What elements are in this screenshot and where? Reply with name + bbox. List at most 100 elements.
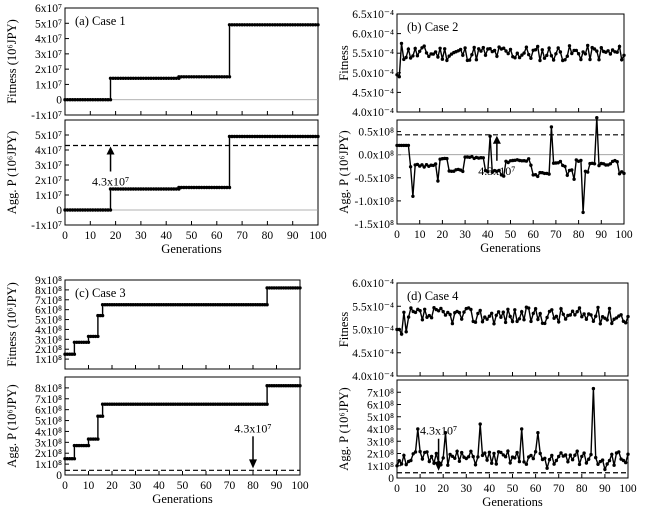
case2-top-point: [542, 56, 547, 60]
case2-top-point: [520, 53, 524, 57]
case1-top-ytick-label: 3x10⁷: [35, 49, 62, 61]
case1-top-point: [179, 75, 184, 79]
case4-bottom-point: [626, 452, 630, 456]
case3-top-point: [115, 303, 119, 307]
case2-bottom-ytick-label: -1.5x10⁸: [355, 219, 394, 231]
case1-top-panel: -1x10⁷ 0 1x10⁷ 2x10⁷ 3x10⁷ 4x10⁷ 5x10⁷ 6x10⁷ Fit…: [5, 3, 320, 122]
case2-top-point: [549, 54, 554, 58]
case4-bottom-ytick-label: 1x10⁸: [367, 461, 394, 473]
case1-top-point: [316, 23, 320, 27]
case1-xtick-label: 100: [309, 230, 327, 242]
case1-top-point: [126, 76, 130, 81]
case1-bottom-point: [222, 185, 227, 190]
case1-top-point: [242, 23, 247, 27]
case3-top-point: [265, 303, 269, 307]
case3-bottom-point: [159, 402, 163, 406]
case3-top-panel: 1x10⁸2x10⁸3x10⁸4x10⁸5x10⁸6x10⁸7x10⁸8x10⁸…: [5, 275, 302, 370]
case1-top-point: [230, 23, 234, 27]
case3-top-point: [197, 303, 201, 307]
case4-bottom-point: [580, 454, 584, 459]
case2-bottom-point: [524, 159, 529, 163]
case4-bottom-point: [624, 460, 628, 465]
case1-bottom-point: [182, 185, 186, 190]
case1-top-ytick-label: 4x10⁷: [35, 34, 62, 46]
case4-top-point: [545, 315, 549, 320]
case2-top-point: [399, 41, 404, 46]
case1-top-point: [220, 75, 224, 79]
case1-top-point: [159, 76, 163, 81]
case1-top-point: [296, 23, 300, 27]
case3-bottom-point: [131, 402, 135, 406]
case1-bottom-point: [129, 187, 133, 191]
case1-bottom-point: [194, 185, 199, 190]
case3-bottom-point: [162, 402, 166, 406]
case4-top-point: [418, 309, 422, 313]
case3-top-point: [237, 303, 241, 307]
case3-top-point: [279, 286, 283, 290]
case3-top-point: [93, 334, 98, 339]
case2-bottom-point: [420, 163, 424, 167]
case1-bottom-point: [86, 208, 90, 212]
case1-xtick-label: 50: [186, 230, 198, 242]
case1-top-point: [146, 76, 151, 81]
case2-bottom-point: [595, 116, 599, 120]
case1-bottom-point: [96, 208, 100, 212]
case4-top-point: [402, 310, 406, 314]
case4-top-point: [448, 312, 452, 317]
case2-bottom-point: [536, 174, 540, 179]
case3-bottom-point: [166, 402, 171, 406]
case2-xtick-label: 20: [437, 229, 449, 241]
case1-bottom-point: [308, 134, 313, 139]
case4-bottom-point: [531, 456, 535, 461]
case2-top-point: [515, 51, 519, 55]
case2-top-point: [592, 47, 597, 51]
case1-top-point: [78, 98, 82, 102]
case4-bottom-point: [499, 450, 503, 455]
case4-bottom-point: [413, 450, 418, 454]
case4-title: (d) Case 4: [407, 289, 459, 303]
case4-bottom-point: [577, 462, 582, 467]
case4-top-point: [503, 320, 508, 325]
case1-bottom-point: [187, 185, 191, 190]
case4-bottom-point: [557, 454, 561, 459]
case1-bottom-point: [83, 208, 87, 212]
case1-top-point: [169, 76, 173, 81]
case4-top-point: [568, 313, 572, 317]
case3-bottom-point: [152, 402, 156, 406]
case3-bottom-point: [274, 384, 279, 388]
case1-top-point: [263, 23, 267, 27]
case2-top-point: [597, 58, 601, 62]
case1-top-point: [108, 76, 113, 81]
case2-top-point: [536, 44, 540, 49]
case1-top-point: [174, 76, 178, 81]
case1-bottom-point: [136, 187, 141, 191]
case3-top-point: [150, 303, 154, 307]
case4-bottom-point: [425, 450, 429, 454]
case1-top-point: [288, 23, 292, 27]
case4-bottom-point: [448, 452, 452, 457]
case2-top-point: [488, 47, 492, 51]
case4-top-point: [610, 321, 614, 326]
case4-top-point: [575, 310, 579, 314]
case3-bottom-point: [284, 384, 288, 388]
case4-bottom-point: [552, 462, 556, 466]
case3-bottom-point: [100, 414, 105, 418]
case1-bottom-point: [313, 134, 318, 139]
case4-top-point: [577, 306, 582, 310]
case1-bottom-point: [68, 208, 72, 212]
case1-bottom-point: [177, 185, 181, 190]
case1-top-point: [306, 23, 310, 27]
case3-top-point: [96, 334, 100, 339]
case1-top-point: [265, 23, 270, 27]
case2-bottom-point: [461, 169, 465, 174]
case3-bottom-point: [246, 402, 250, 406]
case4-top-point: [413, 310, 418, 315]
case1-bottom-point: [184, 185, 189, 190]
case3-top-point: [272, 286, 276, 290]
case1-bottom-point: [65, 208, 70, 212]
case4-xtick-label: 100: [619, 483, 637, 495]
case2-top-point: [418, 49, 422, 53]
case3-bottom-ytick-label: 1x10⁸: [35, 459, 62, 471]
case4-top-point: [598, 322, 602, 326]
case3-top-point: [143, 303, 147, 307]
